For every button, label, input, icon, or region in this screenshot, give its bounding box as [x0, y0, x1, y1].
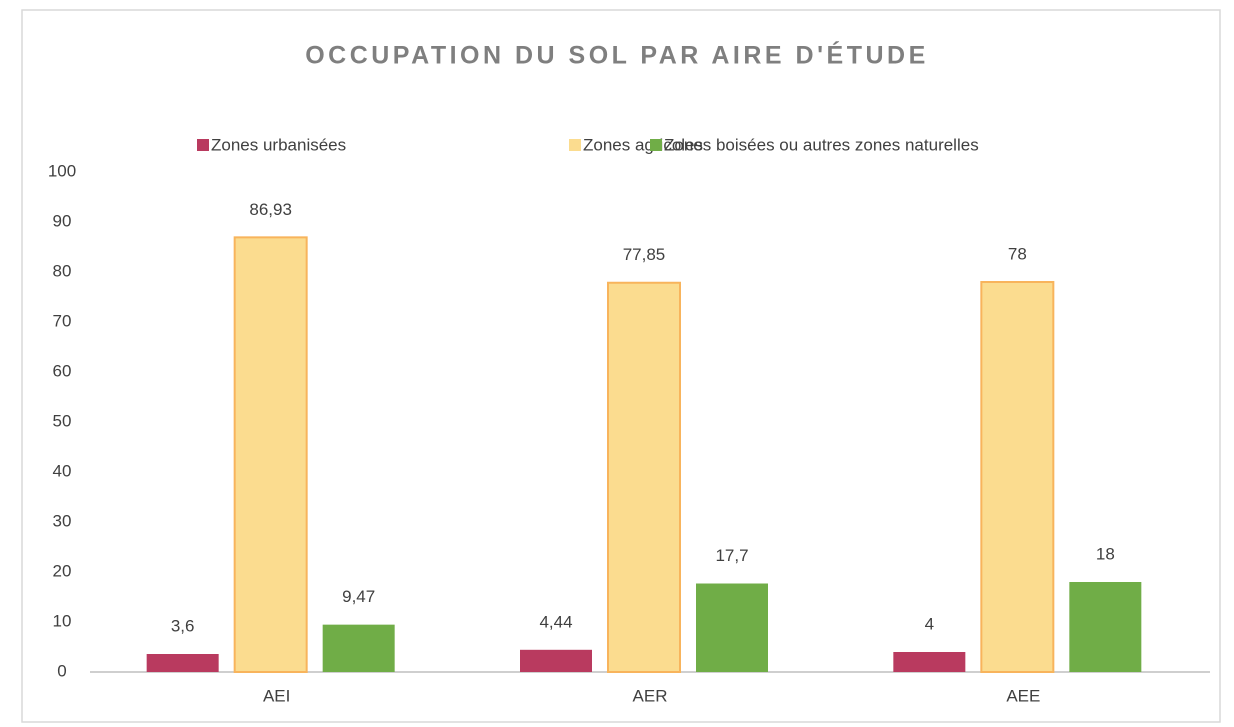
- y-tick-label: 30: [53, 511, 72, 530]
- y-tick-label: 70: [53, 311, 72, 330]
- data-label: 4: [925, 614, 934, 633]
- data-label: 17,7: [715, 546, 748, 565]
- legend-label: Zones boisées ou autres zones naturelles: [664, 135, 979, 154]
- y-tick-label: 100: [48, 161, 76, 180]
- data-label: 77,85: [623, 245, 666, 264]
- bar: [607, 281, 681, 673]
- data-label: 9,47: [342, 587, 375, 606]
- data-label: 18: [1096, 544, 1115, 563]
- y-tick-label: 40: [53, 461, 72, 480]
- legend-swatch: [197, 139, 209, 151]
- bar: [146, 654, 219, 672]
- x-tick-label: AEI: [263, 686, 290, 705]
- chart-title: OCCUPATION DU SOL PAR AIRE D'ÉTUDE: [305, 41, 929, 70]
- bar: [893, 652, 966, 672]
- legend-swatch: [650, 139, 662, 151]
- y-tick-label: 10: [53, 611, 72, 630]
- legend-label: Zones agricoles: [583, 135, 703, 154]
- x-tick-label: AER: [633, 686, 668, 705]
- bar: [980, 281, 1055, 673]
- bar: [1069, 582, 1142, 672]
- y-tick-label: 60: [53, 361, 72, 380]
- legend-label: Zones urbanisées: [211, 135, 346, 154]
- y-tick-label: 20: [53, 561, 72, 580]
- bar: [696, 583, 768, 672]
- legend-swatch: [569, 139, 581, 151]
- y-tick-label: 80: [53, 261, 72, 280]
- data-label: 3,6: [171, 616, 195, 635]
- y-tick-label: 0: [57, 661, 66, 680]
- data-label: 4,44: [539, 612, 572, 631]
- data-label: 86,93: [249, 200, 292, 219]
- bar: [233, 236, 308, 673]
- x-tick-label: AEE: [1006, 686, 1040, 705]
- y-tick-label: 90: [53, 211, 72, 230]
- y-tick-label: 50: [53, 411, 72, 430]
- bar: [520, 649, 592, 672]
- bar: [322, 624, 395, 672]
- data-label: 78: [1008, 244, 1027, 263]
